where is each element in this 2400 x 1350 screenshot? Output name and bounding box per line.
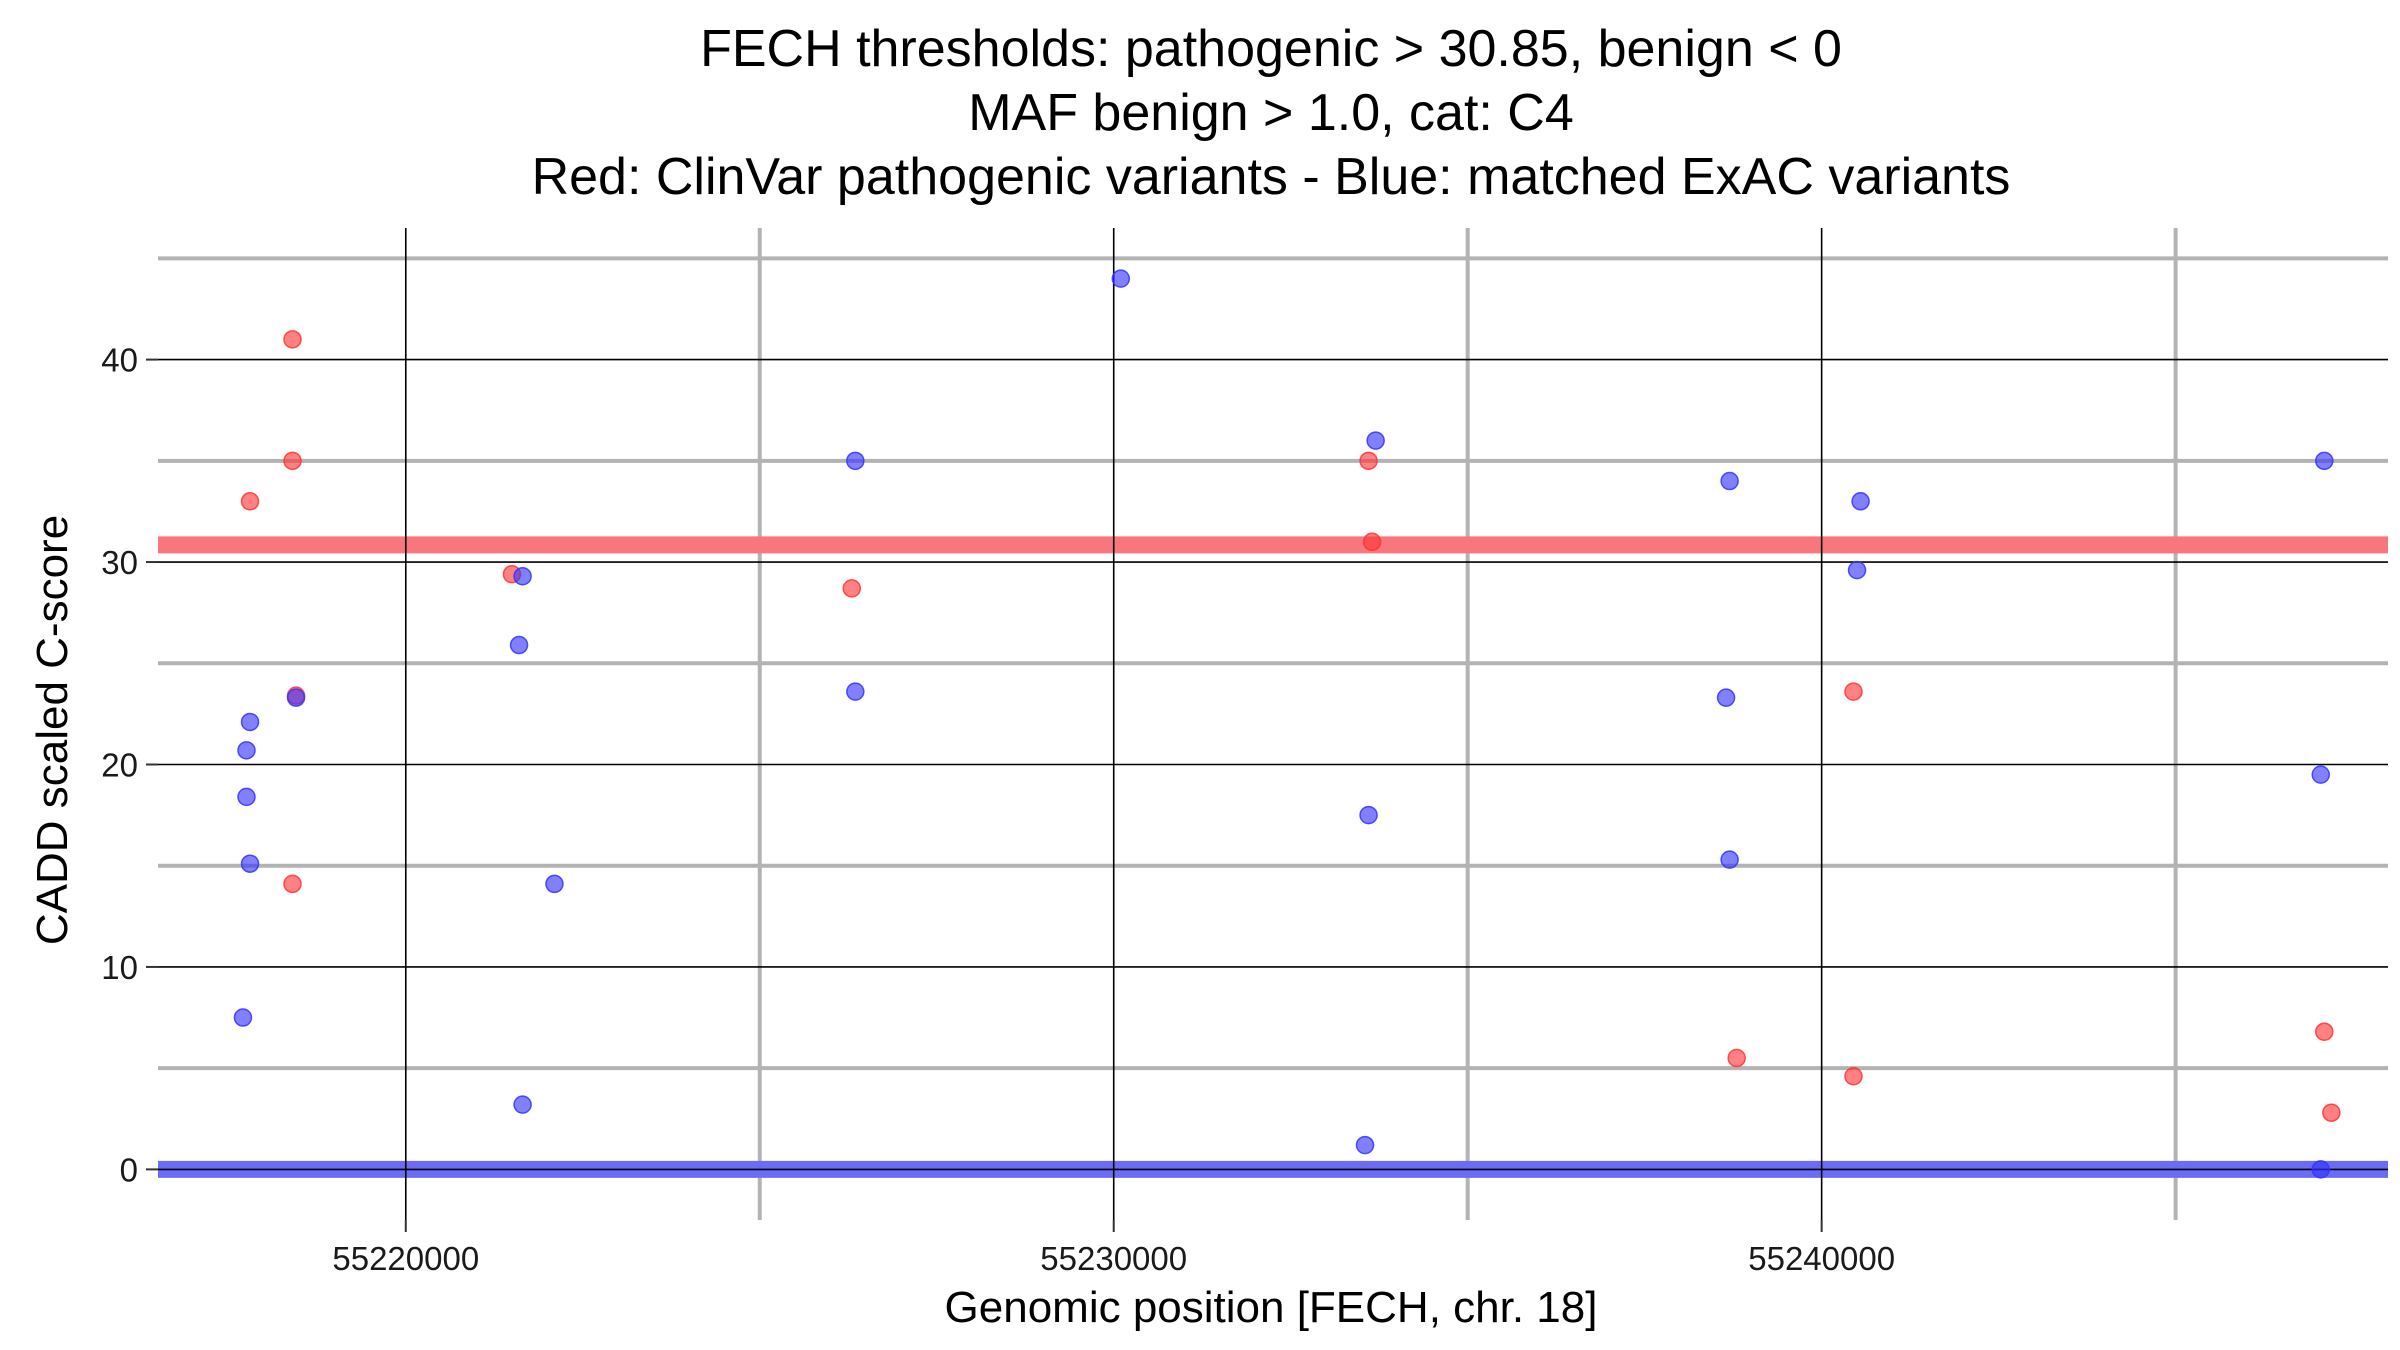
- clinvar-point: [1359, 451, 1378, 471]
- exac-point: [513, 566, 532, 586]
- exac-point: [237, 741, 256, 760]
- y-tick-label: 10: [101, 949, 138, 986]
- exac-point: [846, 682, 865, 701]
- x-tick-label: 55240000: [1748, 1240, 1895, 1277]
- exac-point: [2311, 765, 2330, 784]
- exac-point: [1366, 431, 1385, 450]
- clinvar-point: [2322, 1103, 2341, 1122]
- exac-point: [1716, 688, 1736, 707]
- exac-point: [1111, 269, 1131, 288]
- clinvar-point: [283, 874, 302, 894]
- y-tick-label: 20: [101, 746, 138, 783]
- clinvar-point: [283, 330, 302, 349]
- exac-point: [1720, 850, 1739, 869]
- clinvar-point: [1844, 1067, 1863, 1086]
- exac-point: [240, 712, 260, 732]
- exac-point: [240, 854, 260, 873]
- x-tick-label: 55220000: [332, 1240, 479, 1277]
- exac-point: [237, 787, 256, 807]
- exac-point: [286, 688, 306, 707]
- y-tick-label: 40: [101, 342, 138, 379]
- exac-point: [233, 1008, 253, 1027]
- clinvar-point: [842, 579, 862, 598]
- clinvar-point: [1362, 532, 1382, 552]
- clinvar-point: [240, 492, 260, 511]
- title-line-1: FECH thresholds: pathogenic > 30.85, ben…: [700, 20, 1842, 78]
- clinvar-point: [1727, 1048, 1746, 1068]
- exac-point: [2311, 1160, 2330, 1179]
- title-line-2: MAF benign > 1.0, cat: C4: [968, 84, 1574, 142]
- exac-point: [1359, 805, 1378, 825]
- exac-point: [1847, 560, 1867, 580]
- plot-area: 0 10 20 30 40 55220000 55230000 55240000: [101, 228, 2388, 1277]
- exac-point: [1851, 492, 1870, 511]
- exac-point: [1355, 1135, 1375, 1155]
- exac-point: [545, 874, 564, 894]
- exac-point: [513, 1095, 532, 1114]
- y-axis-title: CADD scaled C-score: [28, 515, 77, 945]
- x-axis-title: Genomic position [FECH, chr. 18]: [945, 1283, 1598, 1332]
- exac-point: [846, 451, 865, 471]
- chart-title: FECH thresholds: pathogenic > 30.85, ben…: [532, 20, 2011, 206]
- clinvar-point: [1844, 682, 1863, 701]
- clinvar-point: [283, 451, 302, 471]
- title-line-3: Red: ClinVar pathogenic variants - Blue:…: [532, 148, 2011, 206]
- exac-point: [509, 635, 529, 655]
- y-tick-label: 0: [120, 1151, 138, 1188]
- exac-point: [1720, 471, 1739, 491]
- y-tick-label: 30: [101, 544, 138, 581]
- exac-point: [2315, 451, 2334, 471]
- clinvar-point: [2315, 1022, 2334, 1041]
- x-tick-label: 55230000: [1040, 1240, 1187, 1277]
